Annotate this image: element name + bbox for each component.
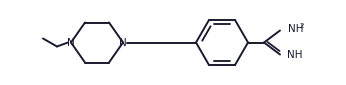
Text: 2: 2	[300, 23, 304, 28]
Text: NH: NH	[288, 24, 303, 35]
Text: N: N	[119, 37, 127, 48]
Text: N: N	[67, 37, 75, 48]
Text: NH: NH	[287, 50, 302, 61]
